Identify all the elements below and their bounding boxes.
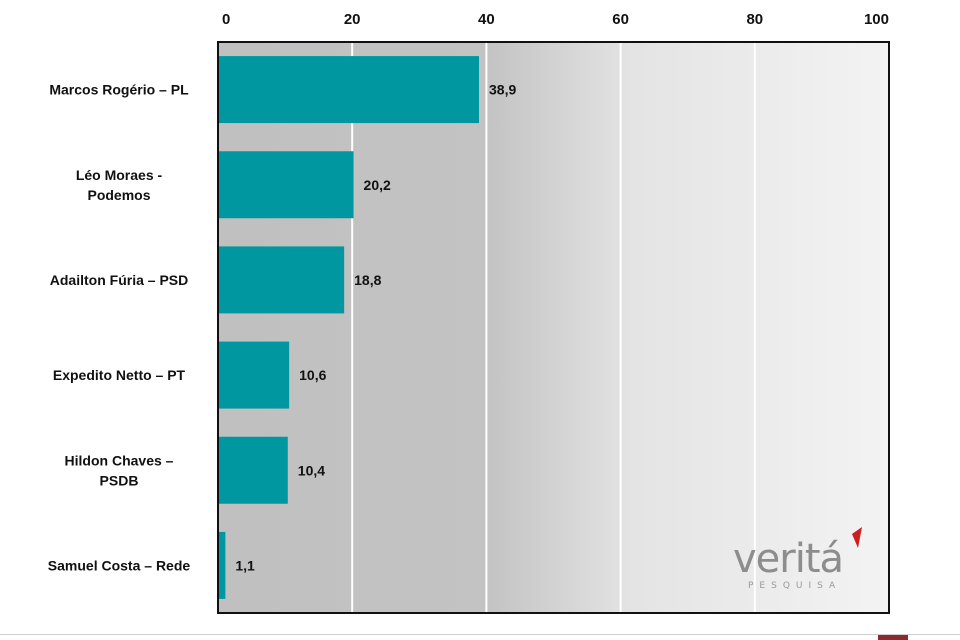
category-label: Léo Moraes - Podemos <box>76 167 163 203</box>
bar-value-label: 1,1 <box>235 557 255 573</box>
plot-background <box>218 42 889 613</box>
data-labels: 38,9 20,2 18,8 10,6 10,4 1,1 <box>235 82 516 574</box>
bar-value-label: 20,2 <box>364 177 391 193</box>
category-label-line: PSDB <box>100 472 139 488</box>
category-label-line: Podemos <box>87 187 150 203</box>
plot-frame <box>217 41 890 614</box>
x-tick-label: 0 <box>222 11 230 28</box>
bar-value-label: 10,6 <box>299 367 326 383</box>
footer-divider <box>0 634 960 635</box>
bar <box>218 341 290 409</box>
x-tick-label: 60 <box>612 11 629 28</box>
bars <box>218 56 480 599</box>
bar <box>218 151 354 219</box>
category-label-line: Hildon Chaves – <box>65 452 174 468</box>
bar-value-label: 18,8 <box>354 272 381 288</box>
category-label-line: Samuel Costa – Rede <box>48 557 191 573</box>
bar-value-label: 38,9 <box>489 82 516 98</box>
y-axis-categories: Marcos Rogério – PL Léo Moraes - Podemos Ad… <box>48 82 191 574</box>
category-label: Marcos Rogério – PL <box>49 82 189 98</box>
gridlines <box>351 42 756 613</box>
logo-accent-mark <box>852 527 862 548</box>
category-label-line: Adailton Fúria – PSD <box>50 272 188 288</box>
bar <box>218 56 480 124</box>
bar <box>218 436 288 504</box>
footer-accent <box>878 635 908 640</box>
category-label-line: Léo Moraes - <box>76 167 163 183</box>
category-label: Adailton Fúria – PSD <box>50 272 188 288</box>
x-tick-label: 100 <box>864 11 889 28</box>
x-tick-label: 40 <box>478 11 495 28</box>
verita-logo: veritá PESQUISA <box>733 527 862 591</box>
bar <box>218 531 226 599</box>
logo-wordmark: veritá <box>733 536 843 582</box>
bar <box>218 246 345 314</box>
category-label: Expedito Netto – PT <box>53 367 186 383</box>
category-label-line: Expedito Netto – PT <box>53 367 186 383</box>
x-tick-label: 80 <box>746 11 763 28</box>
x-tick-label: 20 <box>344 11 361 28</box>
category-label: Hildon Chaves – PSDB <box>65 452 174 488</box>
logo-subtitle: PESQUISA <box>748 581 841 591</box>
bar-value-label: 10,4 <box>298 462 325 478</box>
category-label-line: Marcos Rogério – PL <box>49 82 189 98</box>
x-axis-ticks: 0 20 40 60 80 100 <box>222 11 889 28</box>
category-label: Samuel Costa – Rede <box>48 557 191 573</box>
